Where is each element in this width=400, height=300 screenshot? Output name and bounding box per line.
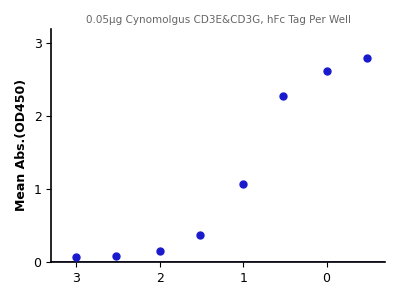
Title: 0.05μg Cynomolgus CD3E&CD3G, hFc Tag Per Well: 0.05μg Cynomolgus CD3E&CD3G, hFc Tag Per… [86, 15, 351, 25]
Y-axis label: Mean Abs.(OD450): Mean Abs.(OD450) [15, 80, 28, 211]
